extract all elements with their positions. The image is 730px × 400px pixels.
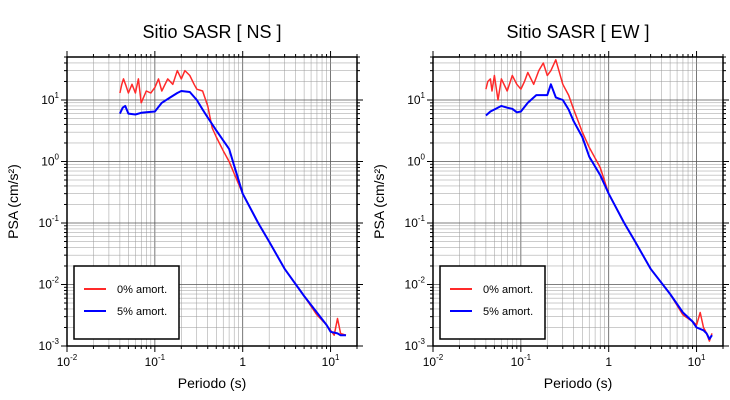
y-tick-label: 10-2 <box>405 275 426 291</box>
y-tick-label: 10-1 <box>39 214 60 230</box>
legend-box <box>73 265 180 340</box>
chart-panel-ns: Sitio SASR [ NS ]10-2 10-1 1 10110-310-210-… <box>5 22 363 391</box>
series-line-amort-5 <box>118 90 346 337</box>
x-axis-label: Periodo (s) <box>544 375 612 391</box>
plot-frame <box>432 56 724 347</box>
chart-title: Sitio SASR [ EW ] <box>506 22 649 42</box>
y-tick-label: 10-3 <box>39 337 60 353</box>
x-axis-label: Periodo (s) <box>178 375 246 391</box>
y-tick-label: 10-2 <box>39 275 60 291</box>
y-tick-label: 100 <box>41 152 59 168</box>
x-tick-label: 10-2 <box>423 353 444 369</box>
x-tick-label: 1 <box>239 355 246 369</box>
ticks <box>61 51 363 352</box>
x-tick-label: 101 <box>322 353 340 369</box>
x-tick-label: 10-1 <box>511 353 532 369</box>
legend: 0% amort. 5% amort. <box>439 265 546 340</box>
legend-label: 5% amort. <box>117 306 167 318</box>
y-tick-label: 10-1 <box>405 214 426 230</box>
legend-label: 0% amort. <box>117 284 167 296</box>
y-axis-label: PSA (cm/s²) <box>371 164 387 239</box>
x-tick-label: 101 <box>688 353 706 369</box>
x-tick-label: 10-2 <box>57 353 78 369</box>
ticks <box>427 51 729 352</box>
chart-panel-ew: Sitio SASR [ EW ]10-2 10-1 1 10110-310-210-… <box>371 22 729 391</box>
series-group <box>118 69 347 337</box>
grid <box>66 56 358 347</box>
series-group <box>485 59 713 342</box>
x-tick-label: 10-1 <box>145 353 166 369</box>
y-tick-label: 101 <box>407 91 425 107</box>
legend-label: 5% amort. <box>483 306 533 318</box>
legend-label: 0% amort. <box>483 284 533 296</box>
chart-title: Sitio SASR [ NS ] <box>142 22 281 42</box>
legend: 0% amort. 5% amort. <box>73 265 180 340</box>
series-line-amort-5 <box>485 83 713 340</box>
legend-box <box>439 265 546 340</box>
plot-frame <box>66 56 358 347</box>
y-tick-label: 10-3 <box>405 337 426 353</box>
y-axis-label: PSA (cm/s²) <box>5 164 21 239</box>
y-tick-label: 100 <box>407 152 425 168</box>
y-tick-label: 101 <box>41 91 59 107</box>
x-tick-label: 1 <box>605 355 612 369</box>
